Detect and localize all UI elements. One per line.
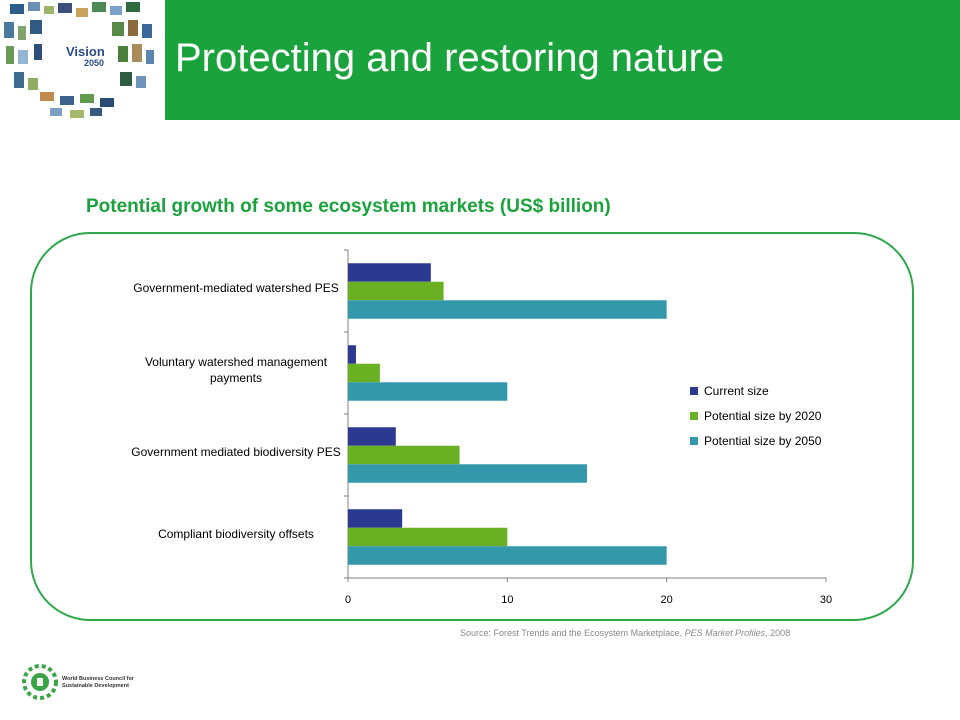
bar-p2050 [348,464,587,483]
category-label: Compliant biodiversity offsets [158,527,314,541]
org-name: World Business Council for Sustainable D… [62,676,135,689]
legend-item: Potential size by 2050 [690,428,821,453]
bar-p2050 [348,300,667,319]
bar-p2020 [348,527,508,547]
bar-p2020 [348,281,444,301]
bar-p2050 [348,382,508,401]
bar-current [348,263,431,282]
header-band [165,0,960,120]
legend-label: Potential size by 2050 [704,433,822,448]
bar-current [348,509,403,528]
vision-2050-logo: Vision 2050 [0,0,165,120]
logo-text-vision: Vision [66,44,105,59]
wbcsd-logo-icon [22,664,58,700]
logo-text-2050: 2050 [84,58,105,68]
logo-mosaic-graphic [4,2,154,118]
x-tick-label: 30 [820,594,832,606]
chart-frame [30,232,914,621]
x-tick-label: 20 [661,594,673,606]
source-note: Source: Forest Trends and the Ecosystem … [460,628,790,638]
category-label: Voluntary watershed management payments [145,355,328,385]
bar-p2050 [348,546,667,565]
legend-item: Potential size by 2020 [690,403,821,428]
source-italic: PES Market Profiles [684,628,766,638]
page-title: Protecting and restoring nature [175,36,725,80]
legend-item: Current size [690,378,821,403]
bar-current [348,345,356,364]
bar-p2020 [348,363,380,383]
legend-label: Current size [704,383,769,398]
source-suffix: , 2008 [765,628,791,638]
category-label: Government mediated biodiversity PES [131,445,340,459]
x-tick-label: 0 [345,594,351,606]
legend-swatch [690,386,698,395]
source-prefix: Source: Forest Trends and the Ecosystem … [460,628,685,638]
chart-heading: Potential growth of some ecosystem marke… [86,196,611,217]
legend-label: Potential size by 2020 [704,408,822,423]
category-label: Government-mediated watershed PES [133,281,338,295]
x-tick-label: 10 [501,594,513,606]
legend-swatch [690,411,698,420]
legend-swatch [690,436,698,445]
bar-current [348,427,396,446]
bar-p2020 [348,445,460,465]
chart-legend: Current size Potential size by 2020 Potent… [690,378,821,453]
